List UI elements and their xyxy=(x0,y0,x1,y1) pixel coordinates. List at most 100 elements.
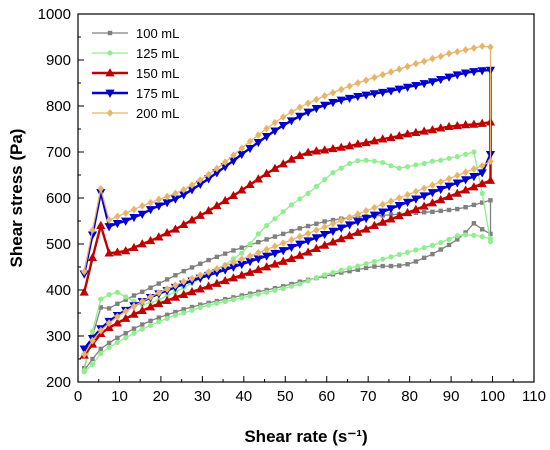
x-tick-label: 50 xyxy=(277,388,294,405)
data-point xyxy=(98,296,104,302)
data-point xyxy=(246,252,254,260)
series-175-ml xyxy=(79,66,496,354)
data-point xyxy=(328,227,338,236)
data-point xyxy=(346,160,353,167)
series-100-ml xyxy=(82,198,493,373)
data-point xyxy=(212,278,222,287)
data-point xyxy=(162,228,172,237)
data-point xyxy=(288,202,295,208)
data-point xyxy=(179,191,189,200)
data-point xyxy=(361,214,371,224)
data-point xyxy=(311,146,321,155)
data-point xyxy=(336,224,346,233)
data-point xyxy=(187,287,197,296)
data-point xyxy=(79,345,89,354)
data-point xyxy=(131,326,137,331)
data-point xyxy=(353,218,363,227)
data-point xyxy=(255,131,262,139)
data-point xyxy=(205,302,212,308)
legend-swatch-marker xyxy=(105,89,115,98)
data-point xyxy=(477,178,487,188)
data-point xyxy=(205,170,212,179)
data-point xyxy=(198,302,203,307)
data-point xyxy=(378,88,388,98)
data-point xyxy=(172,189,179,198)
data-point xyxy=(438,208,443,214)
data-point xyxy=(97,184,104,193)
data-point xyxy=(89,361,96,368)
data-point xyxy=(237,260,247,270)
data-point xyxy=(112,219,123,229)
x-tick-label: 60 xyxy=(318,388,335,405)
data-point xyxy=(156,281,162,286)
data-point xyxy=(122,209,129,218)
data-point xyxy=(256,239,261,245)
data-point xyxy=(295,150,305,160)
data-point xyxy=(446,236,452,242)
data-point xyxy=(189,307,195,313)
data-point xyxy=(297,196,303,202)
data-point xyxy=(362,76,370,85)
data-point xyxy=(246,137,254,146)
data-point xyxy=(278,121,288,131)
data-point xyxy=(206,257,211,263)
data-point xyxy=(205,268,212,276)
data-point xyxy=(369,211,380,220)
data-point xyxy=(386,87,396,96)
data-point xyxy=(105,319,113,327)
data-point xyxy=(361,224,371,233)
data-point xyxy=(378,208,388,217)
data-point xyxy=(271,118,279,127)
data-point xyxy=(471,202,477,208)
data-point xyxy=(162,199,172,208)
data-point xyxy=(195,210,205,219)
data-point xyxy=(460,120,471,129)
data-point xyxy=(388,263,394,269)
data-point xyxy=(438,157,444,163)
data-point xyxy=(230,258,237,267)
data-point xyxy=(346,265,353,271)
data-point xyxy=(361,137,371,147)
data-point xyxy=(372,264,377,269)
data-point xyxy=(170,292,181,301)
data-point xyxy=(477,118,487,127)
data-point xyxy=(445,174,453,183)
data-point xyxy=(278,247,288,256)
data-point xyxy=(97,326,104,335)
data-point xyxy=(311,104,321,114)
data-point xyxy=(427,198,438,207)
data-point xyxy=(379,200,386,209)
data-point xyxy=(238,144,245,153)
data-point xyxy=(253,138,263,148)
data-point xyxy=(313,274,319,281)
data-point xyxy=(187,215,197,224)
data-point xyxy=(139,201,146,210)
data-point xyxy=(446,207,452,213)
data-point xyxy=(228,273,239,282)
data-point xyxy=(155,195,163,204)
data-point xyxy=(163,285,171,293)
ticks-layer: 0 10 20 30 40 50 60 70 80 90 100 110 200 300 400 500 600… xyxy=(38,6,546,405)
data-point xyxy=(471,221,477,226)
data-point xyxy=(130,302,138,310)
data-point xyxy=(239,245,244,250)
data-point xyxy=(129,242,139,252)
data-point xyxy=(320,230,330,240)
data-point xyxy=(214,300,220,306)
data-point xyxy=(353,227,363,236)
data-point xyxy=(270,249,280,259)
data-point xyxy=(129,213,139,223)
data-point xyxy=(121,246,131,255)
data-point xyxy=(353,92,363,102)
data-point xyxy=(162,295,172,304)
data-point xyxy=(394,131,404,140)
data-point xyxy=(413,247,419,253)
data-point xyxy=(179,219,189,229)
data-point xyxy=(380,256,386,262)
data-point xyxy=(444,191,454,200)
data-point xyxy=(114,339,120,346)
data-point xyxy=(172,281,179,290)
data-point xyxy=(355,158,361,164)
data-point xyxy=(420,57,428,66)
data-point xyxy=(479,234,485,240)
